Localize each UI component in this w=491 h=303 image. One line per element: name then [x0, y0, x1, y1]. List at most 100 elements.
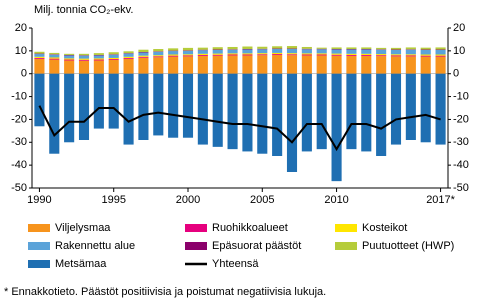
bar-segment [227, 49, 238, 54]
bar-segment [316, 53, 327, 55]
bar-segment [197, 55, 208, 74]
bar-segment [34, 58, 45, 74]
bar-segment [420, 73, 431, 143]
bar-segment [301, 53, 312, 55]
bar-segment [435, 56, 446, 74]
bar-segment [212, 55, 223, 74]
bar-segment [346, 47, 357, 50]
bar-segment [93, 59, 104, 61]
bar-segment [64, 60, 75, 74]
bar-segment [242, 55, 253, 74]
bar-segment [286, 54, 298, 56]
bar-segment [93, 73, 104, 129]
y2-tick-label: 10 [453, 45, 465, 57]
bar-segment [346, 53, 357, 55]
legend-swatch [335, 242, 357, 250]
bar-segment [376, 47, 387, 50]
bar-segment [316, 73, 327, 150]
bar-segment [212, 49, 223, 54]
y-tick-label: 10 [15, 45, 27, 57]
legend-swatch [28, 260, 50, 268]
legend-label: Metsämaa [55, 258, 107, 270]
bar-segment [153, 49, 164, 52]
bar-segment [257, 54, 268, 56]
bar-segment [286, 46, 298, 49]
bar-segment [346, 55, 357, 74]
legend-swatch [28, 242, 50, 250]
bar-segment [49, 73, 60, 154]
bar-segment [49, 57, 60, 59]
bar-segment [272, 54, 283, 74]
bar-segment [123, 51, 134, 54]
bar-segment [212, 53, 223, 55]
bar-segment [108, 52, 119, 55]
bar-segment [108, 54, 119, 58]
bar-segment [331, 53, 342, 55]
legend-label: Ruohikkoalueet [212, 222, 288, 234]
bar-segment [435, 47, 446, 50]
bar-segment [435, 54, 446, 56]
bar-segment [227, 53, 238, 55]
bar-segment [108, 73, 119, 129]
bar-segment [49, 52, 60, 55]
bar-segment [78, 73, 90, 140]
bar-segment [197, 73, 208, 145]
total-line [38, 105, 441, 152]
bar-segment [420, 49, 431, 55]
x-tick-label: 2005 [250, 194, 274, 206]
bar-segment [390, 54, 402, 56]
bar-segment [123, 53, 134, 57]
bar-segment [123, 58, 134, 74]
bar-segment [286, 55, 298, 74]
bar-segment [361, 49, 372, 54]
legend-label: Viljelysmaa [55, 222, 111, 234]
bar-segment [257, 46, 268, 49]
legend-label: Epäsuorat päästöt [212, 240, 301, 252]
bar-segment [405, 55, 416, 57]
bar-segment [49, 58, 60, 60]
bar-segment [286, 53, 298, 55]
bar-segment [34, 57, 45, 59]
bar-segment [331, 49, 342, 54]
bar-segment [301, 73, 312, 152]
y2-tick-label: -20 [453, 113, 469, 125]
bar-segment [182, 55, 194, 57]
y2-tick-label: 0 [453, 68, 459, 80]
bar-segment [168, 48, 179, 51]
chart-title: Milj. tonnia CO₂-ekv. [34, 4, 133, 16]
bar-segment [197, 53, 208, 55]
bar-segment [153, 57, 164, 74]
bar-segment [182, 54, 194, 56]
bar-segment [420, 56, 431, 74]
bar-segment [376, 56, 387, 74]
bar-segment [78, 55, 90, 59]
bar-segment [361, 73, 372, 152]
legend-swatch [335, 224, 357, 232]
bar-segment [331, 73, 342, 182]
bar-segment [242, 54, 253, 56]
bar-segment [272, 52, 283, 55]
bar-segment [34, 54, 45, 57]
bar-segment [316, 54, 327, 56]
bar-segment [272, 46, 283, 49]
bar-segment [168, 73, 179, 138]
x-tick-label: 2017* [426, 194, 455, 206]
bar-segment [420, 55, 431, 57]
x-tick-label: 1995 [101, 194, 125, 206]
bar-segment [123, 56, 134, 58]
bar-segment [153, 51, 164, 56]
bar-segment [212, 54, 223, 56]
bar-segment [34, 56, 45, 58]
bar-segment [257, 73, 268, 154]
y-tick-label: 20 [15, 22, 27, 34]
bar-segment [272, 49, 283, 53]
bar-segment [64, 55, 75, 59]
bar-segment [390, 49, 402, 55]
bar-segment [168, 51, 179, 55]
bar-segment [212, 47, 223, 50]
bar-segment [316, 47, 327, 49]
footnote: * Ennakkotieto. Päästöt positiivisia ja … [4, 286, 326, 298]
bar-segment [168, 55, 179, 57]
legend-swatch [185, 224, 207, 232]
bar-segment [301, 49, 312, 54]
